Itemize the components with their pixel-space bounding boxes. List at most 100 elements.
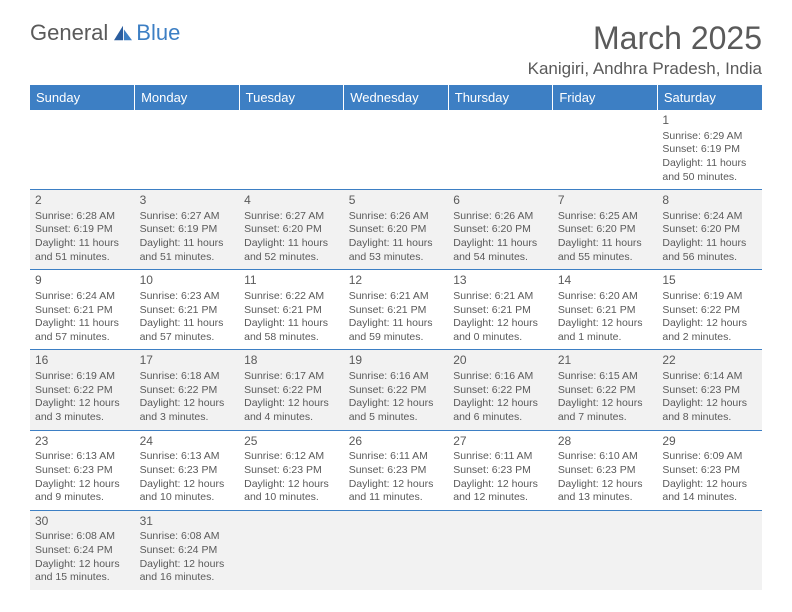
daylight-text: Daylight: 11 hours and 51 minutes.	[35, 237, 130, 264]
calendar-day-cell: 21Sunrise: 6:15 AMSunset: 6:22 PMDayligh…	[553, 350, 658, 430]
daylight-text: Daylight: 11 hours and 50 minutes.	[662, 157, 757, 184]
day-number: 15	[662, 273, 757, 289]
daylight-text: Daylight: 11 hours and 52 minutes.	[244, 237, 339, 264]
sunset-text: Sunset: 6:23 PM	[35, 464, 130, 478]
sunset-text: Sunset: 6:20 PM	[662, 223, 757, 237]
daylight-text: Daylight: 12 hours and 8 minutes.	[662, 397, 757, 424]
day-number: 24	[140, 434, 235, 450]
sunset-text: Sunset: 6:23 PM	[558, 464, 653, 478]
daylight-text: Daylight: 12 hours and 6 minutes.	[453, 397, 548, 424]
calendar-day-cell	[239, 110, 344, 190]
daylight-text: Daylight: 11 hours and 57 minutes.	[35, 317, 130, 344]
sunrise-text: Sunrise: 6:21 AM	[453, 290, 548, 304]
day-number: 18	[244, 353, 339, 369]
weekday-header: Sunday	[30, 85, 135, 110]
day-number: 30	[35, 514, 130, 530]
sunrise-text: Sunrise: 6:28 AM	[35, 210, 130, 224]
calendar-day-cell: 6Sunrise: 6:26 AMSunset: 6:20 PMDaylight…	[448, 190, 553, 270]
logo: General Blue	[30, 20, 180, 46]
sunset-text: Sunset: 6:22 PM	[349, 384, 444, 398]
daylight-text: Daylight: 11 hours and 55 minutes.	[558, 237, 653, 264]
calendar-header-row: SundayMondayTuesdayWednesdayThursdayFrid…	[30, 85, 762, 110]
calendar-day-cell: 31Sunrise: 6:08 AMSunset: 6:24 PMDayligh…	[135, 510, 240, 590]
calendar-day-cell: 8Sunrise: 6:24 AMSunset: 6:20 PMDaylight…	[657, 190, 762, 270]
sunrise-text: Sunrise: 6:13 AM	[140, 450, 235, 464]
sunset-text: Sunset: 6:22 PM	[244, 384, 339, 398]
weekday-header: Tuesday	[239, 85, 344, 110]
title-block: March 2025 Kanigiri, Andhra Pradesh, Ind…	[528, 20, 762, 79]
calendar-day-cell: 29Sunrise: 6:09 AMSunset: 6:23 PMDayligh…	[657, 430, 762, 510]
sunrise-text: Sunrise: 6:24 AM	[662, 210, 757, 224]
daylight-text: Daylight: 12 hours and 4 minutes.	[244, 397, 339, 424]
day-number: 16	[35, 353, 130, 369]
day-number: 4	[244, 193, 339, 209]
daylight-text: Daylight: 12 hours and 3 minutes.	[35, 397, 130, 424]
calendar-day-cell: 23Sunrise: 6:13 AMSunset: 6:23 PMDayligh…	[30, 430, 135, 510]
sunset-text: Sunset: 6:23 PM	[662, 384, 757, 398]
calendar-week-row: 30Sunrise: 6:08 AMSunset: 6:24 PMDayligh…	[30, 510, 762, 590]
daylight-text: Daylight: 12 hours and 1 minute.	[558, 317, 653, 344]
calendar-day-cell	[344, 510, 449, 590]
sunrise-text: Sunrise: 6:24 AM	[35, 290, 130, 304]
daylight-text: Daylight: 11 hours and 51 minutes.	[140, 237, 235, 264]
calendar-day-cell	[239, 510, 344, 590]
weekday-header: Friday	[553, 85, 658, 110]
sunset-text: Sunset: 6:22 PM	[140, 384, 235, 398]
daylight-text: Daylight: 12 hours and 7 minutes.	[558, 397, 653, 424]
sunrise-text: Sunrise: 6:29 AM	[662, 130, 757, 144]
calendar-day-cell: 11Sunrise: 6:22 AMSunset: 6:21 PMDayligh…	[239, 270, 344, 350]
day-number: 2	[35, 193, 130, 209]
calendar-day-cell: 10Sunrise: 6:23 AMSunset: 6:21 PMDayligh…	[135, 270, 240, 350]
sunrise-text: Sunrise: 6:17 AM	[244, 370, 339, 384]
day-number: 28	[558, 434, 653, 450]
daylight-text: Daylight: 12 hours and 9 minutes.	[35, 478, 130, 505]
sunset-text: Sunset: 6:19 PM	[662, 143, 757, 157]
day-number: 17	[140, 353, 235, 369]
sunset-text: Sunset: 6:24 PM	[35, 544, 130, 558]
calendar-day-cell: 9Sunrise: 6:24 AMSunset: 6:21 PMDaylight…	[30, 270, 135, 350]
day-number: 11	[244, 273, 339, 289]
day-number: 20	[453, 353, 548, 369]
sunrise-text: Sunrise: 6:20 AM	[558, 290, 653, 304]
sunset-text: Sunset: 6:21 PM	[453, 304, 548, 318]
calendar-day-cell: 20Sunrise: 6:16 AMSunset: 6:22 PMDayligh…	[448, 350, 553, 430]
weekday-header: Monday	[135, 85, 240, 110]
sunrise-text: Sunrise: 6:27 AM	[140, 210, 235, 224]
sunrise-text: Sunrise: 6:19 AM	[662, 290, 757, 304]
sunrise-text: Sunrise: 6:21 AM	[349, 290, 444, 304]
calendar-day-cell: 13Sunrise: 6:21 AMSunset: 6:21 PMDayligh…	[448, 270, 553, 350]
daylight-text: Daylight: 11 hours and 54 minutes.	[453, 237, 548, 264]
daylight-text: Daylight: 12 hours and 11 minutes.	[349, 478, 444, 505]
calendar-day-cell	[553, 110, 658, 190]
sunrise-text: Sunrise: 6:16 AM	[349, 370, 444, 384]
sunrise-text: Sunrise: 6:18 AM	[140, 370, 235, 384]
calendar-day-cell: 2Sunrise: 6:28 AMSunset: 6:19 PMDaylight…	[30, 190, 135, 270]
weekday-header: Wednesday	[344, 85, 449, 110]
day-number: 21	[558, 353, 653, 369]
sunrise-text: Sunrise: 6:10 AM	[558, 450, 653, 464]
calendar-day-cell: 4Sunrise: 6:27 AMSunset: 6:20 PMDaylight…	[239, 190, 344, 270]
calendar-day-cell	[657, 510, 762, 590]
day-number: 29	[662, 434, 757, 450]
calendar-week-row: 9Sunrise: 6:24 AMSunset: 6:21 PMDaylight…	[30, 270, 762, 350]
sunrise-text: Sunrise: 6:11 AM	[349, 450, 444, 464]
day-number: 9	[35, 273, 130, 289]
day-number: 7	[558, 193, 653, 209]
daylight-text: Daylight: 12 hours and 12 minutes.	[453, 478, 548, 505]
sunset-text: Sunset: 6:19 PM	[35, 223, 130, 237]
calendar-day-cell: 25Sunrise: 6:12 AMSunset: 6:23 PMDayligh…	[239, 430, 344, 510]
sunrise-text: Sunrise: 6:15 AM	[558, 370, 653, 384]
daylight-text: Daylight: 12 hours and 14 minutes.	[662, 478, 757, 505]
calendar-day-cell: 17Sunrise: 6:18 AMSunset: 6:22 PMDayligh…	[135, 350, 240, 430]
location-subtitle: Kanigiri, Andhra Pradesh, India	[528, 59, 762, 79]
sunset-text: Sunset: 6:23 PM	[662, 464, 757, 478]
calendar-day-cell: 1Sunrise: 6:29 AMSunset: 6:19 PMDaylight…	[657, 110, 762, 190]
calendar-page: General Blue March 2025 Kanigiri, Andhra…	[0, 0, 792, 600]
daylight-text: Daylight: 12 hours and 0 minutes.	[453, 317, 548, 344]
day-number: 26	[349, 434, 444, 450]
sunrise-text: Sunrise: 6:08 AM	[35, 530, 130, 544]
sunset-text: Sunset: 6:19 PM	[140, 223, 235, 237]
sunset-text: Sunset: 6:21 PM	[349, 304, 444, 318]
day-number: 27	[453, 434, 548, 450]
sunrise-text: Sunrise: 6:22 AM	[244, 290, 339, 304]
